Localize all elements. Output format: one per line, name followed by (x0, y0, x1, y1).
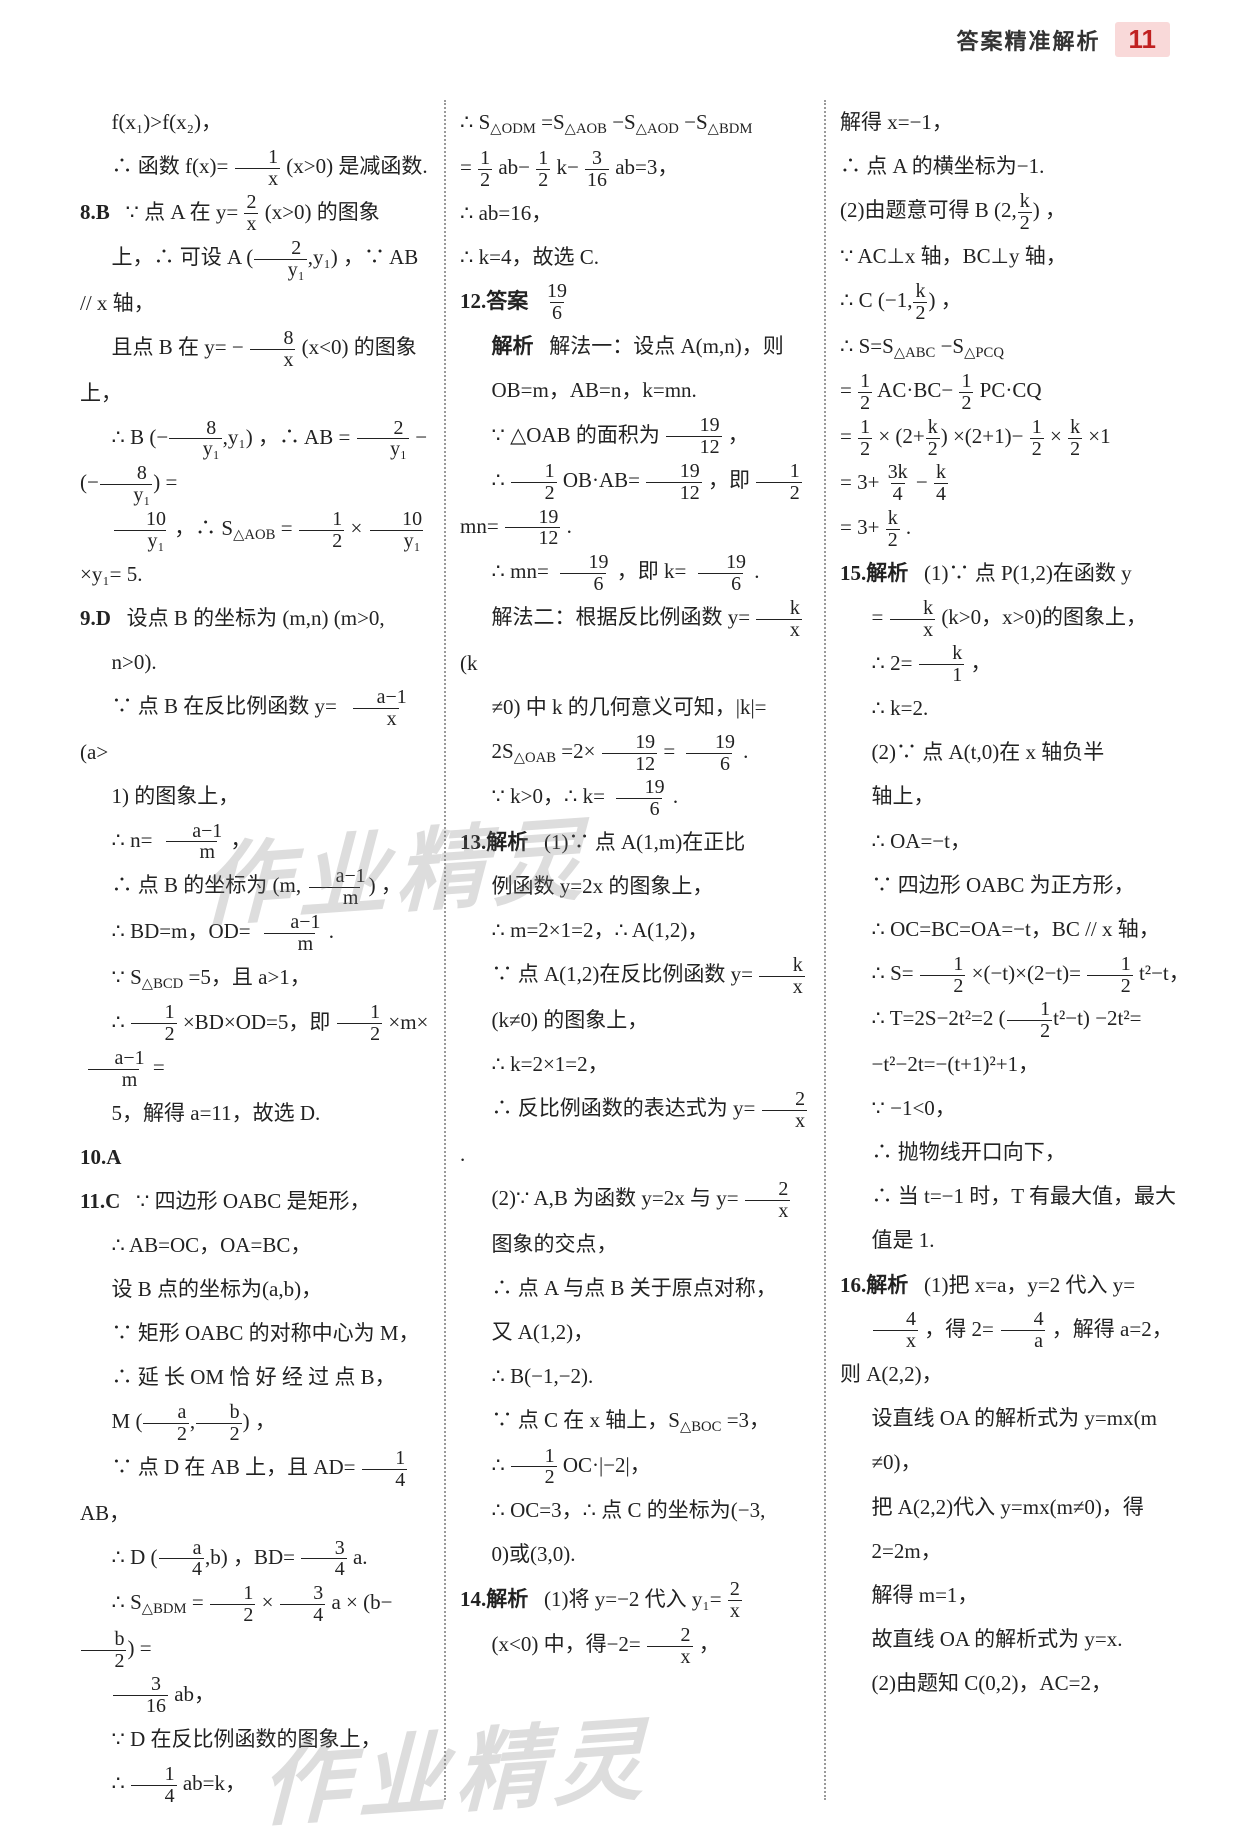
column-2: ∴ S△ODM =S△AOB −S△AOD −S△BDM = 12 ab− 12… (460, 100, 810, 1800)
header-label: 答案精准解析 (956, 24, 1100, 56)
content-columns: f(x₁)>f(x₂)， ∴ 函数 f(x)= 1x (x>0) 是减函数. 8… (80, 100, 1190, 1800)
q14: 14.解析 (1)将 y=−2 代入 y₁= 2x (460, 1577, 810, 1623)
q9: 9.D 设点 B 的坐标为 (m,n) (m>0, (80, 596, 430, 640)
page-header: 答案精准解析 11 (956, 22, 1170, 57)
column-separator (824, 100, 826, 1800)
column-3: 解得 x=−1， ∴ 点 A 的横坐标为−1. (2)由题意可得 B (2,k2… (840, 100, 1190, 1800)
q11: 11.C ∵ 四边形 OABC 是矩形， (80, 1179, 430, 1223)
q13: 13.解析 (1)∵ 点 A(1,m)在正比 (460, 820, 810, 864)
page-number-badge: 11 (1115, 22, 1171, 57)
q16: 16.解析 (1)把 x=a，y=2 代入 y= (840, 1263, 1190, 1307)
column-1: f(x₁)>f(x₂)， ∴ 函数 f(x)= 1x (x>0) 是减函数. 8… (80, 100, 430, 1800)
q15: 15.解析 (1)∵ 点 P(1,2)在函数 y (840, 551, 1190, 595)
text-line: ∴ 函数 f(x)= 1x (x>0) 是减函数. (80, 144, 430, 190)
fraction: 1x (235, 147, 280, 190)
q12: 12.答案 196 (460, 279, 810, 325)
q8: 8.B ∵ 点 A 在 y= 2x (x>0) 的图象 (80, 190, 430, 236)
column-separator (444, 100, 446, 1800)
text-line: f(x₁)>f(x₂)， (80, 100, 430, 144)
q10: 10.A (80, 1135, 430, 1179)
